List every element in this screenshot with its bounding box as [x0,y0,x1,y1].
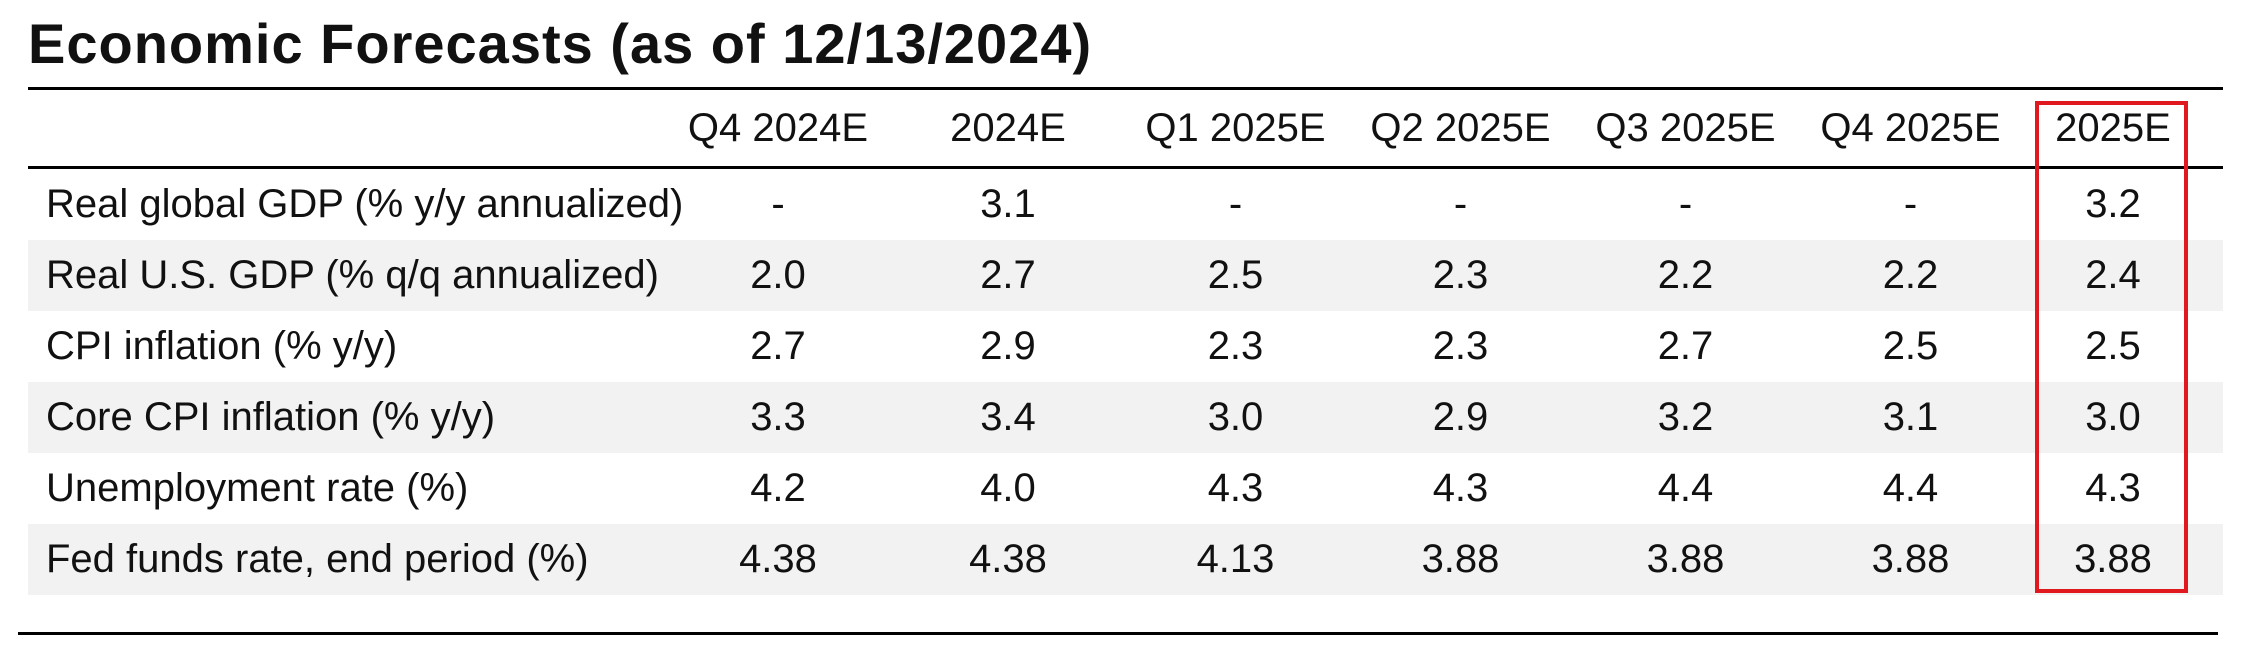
table-cell: 2.4 [2085,253,2141,297]
table-cell: 3.3 [750,395,806,439]
column-header-q4-2024e: Q4 2024E [687,105,869,150]
row-label: Core CPI inflation (% y/y) [46,395,496,439]
header-rule [28,166,2223,169]
column-header-q4-2025e: Q4 2025E [1820,105,2001,150]
table-cell: 2.3 [1432,253,1489,297]
table-cell: 2.2 [1882,253,1939,297]
table-cell: 3.0 [1207,395,1264,439]
table-cell: 2.5 [1882,324,1939,368]
table-row: Unemployment rate (%) 4.2 4.0 4.3 4.3 4.… [28,453,2223,524]
table-cell: 3.2 [1657,395,1714,439]
column-header-2024e: 2024E [950,105,1066,150]
table-cell: 4.3 [1432,466,1489,510]
table-cell: 3.88 [1871,537,1950,581]
row-label: Unemployment rate (%) [46,466,469,510]
row-label: CPI inflation (% y/y) [46,324,398,368]
column-header-q3-2025e: Q3 2025E [1595,105,1776,150]
table-cell: 2.5 [2085,324,2141,368]
table-row: CPI inflation (% y/y) 2.7 2.9 2.3 2.3 2.… [28,311,2223,382]
table-row: Core CPI inflation (% y/y) 3.3 3.4 3.0 2… [28,382,2223,453]
table-cell: 4.3 [2085,466,2141,510]
table-cell: 3.88 [2074,537,2152,581]
table-cell: 2.9 [980,324,1036,368]
column-header-q2-2025e: Q2 2025E [1370,105,1551,150]
table-cell: 2.9 [1432,395,1489,439]
table-cell: 3.1 [1882,395,1939,439]
table-cell: - [1678,182,1693,226]
table-cell: 3.2 [2085,182,2141,226]
page-title: Economic Forecasts (as of 12/13/2024) [28,12,1093,75]
table-cell: 4.3 [1207,466,1264,510]
table-cell: 3.1 [980,182,1036,226]
table-cell: - [1228,182,1243,226]
table-row: Real U.S. GDP (% q/q annualized) 2.0 2.7… [28,240,2223,311]
table-cell: 2.7 [1657,324,1714,368]
table-cell: 2.5 [1207,253,1264,297]
table-header-row: Q4 2024E 2024E Q1 2025E Q2 2025E Q3 2025… [28,90,2223,166]
row-label: Real U.S. GDP (% q/q annualized) [46,253,659,297]
row-label: Fed funds rate, end period (%) [46,537,589,581]
table-cell: 4.38 [739,537,817,581]
table-cell: 4.4 [1882,466,1939,510]
table-cell: 2.0 [750,253,806,297]
table-cell: - [1903,182,1918,226]
table-cell: 2.2 [1657,253,1714,297]
table-cell: 3.4 [980,395,1036,439]
table-row: Fed funds rate, end period (%) 4.38 4.38… [28,524,2223,595]
table-cell: 4.13 [1196,537,1275,581]
table-cell: 4.4 [1657,466,1714,510]
table-cell: 3.0 [2085,395,2141,439]
table-cell: 4.2 [750,466,806,510]
table-cell: - [771,182,785,226]
top-rule [28,87,2223,90]
column-header-2025e: 2025E [2055,105,2171,150]
table-cell: 4.38 [969,537,1047,581]
table-cell: 3.88 [1646,537,1725,581]
table-cell: 2.3 [1432,324,1489,368]
table-cell: 2.3 [1207,324,1264,368]
column-header-q1-2025e: Q1 2025E [1145,105,1326,150]
table-cell: 3.88 [1421,537,1500,581]
bottom-rule [18,632,2218,635]
table-cell: 2.7 [750,324,806,368]
table-row: Real global GDP (% y/y annualized) - 3.1… [28,169,2223,240]
table-cell: 2.7 [980,253,1036,297]
row-label: Real global GDP (% y/y annualized) [46,182,684,226]
table-cell: - [1453,182,1468,226]
table-cell: 4.0 [980,466,1036,510]
